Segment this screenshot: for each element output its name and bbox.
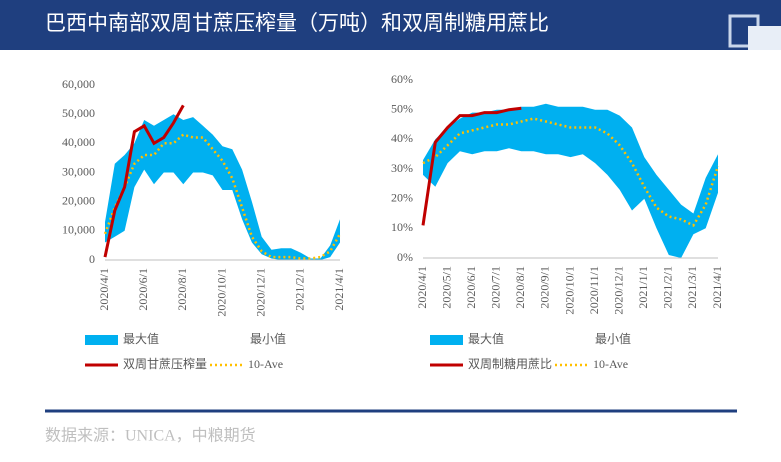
average-line: [422, 117, 720, 228]
x-tick-label: 2020/10/1: [562, 266, 576, 315]
header-bar: [0, 0, 781, 50]
source-note: 数据来源：UNICA，中粮期货: [45, 427, 256, 445]
x-tick-label: 2021/1/1: [636, 266, 650, 309]
y-tick-label: 40,000: [62, 135, 95, 149]
y-tick-label: 50%: [391, 101, 413, 115]
legend-label: 双周甘蔗压榨量: [123, 356, 207, 371]
y-tick-label: 10%: [391, 220, 413, 234]
legend-label: 10-Ave: [593, 357, 628, 371]
x-tick-label: 2020/11/1: [587, 266, 601, 314]
x-tick-label: 2020/8/1: [513, 266, 527, 309]
y-tick-label: 20%: [391, 190, 413, 204]
legend-label: 双周制糖用蔗比: [468, 356, 552, 371]
x-tick-label: 2020/12/1: [611, 266, 625, 315]
legend-label: 最小值: [250, 331, 286, 346]
x-tick-label: 2020/4/1: [415, 266, 429, 309]
y-tick-label: 10,000: [62, 223, 95, 237]
y-tick-label: 20,000: [62, 193, 95, 207]
x-tick-label: 2021/3/1: [685, 266, 699, 309]
y-tick-label: 0: [89, 252, 95, 266]
y-tick-label: 30,000: [62, 164, 95, 178]
data-line: [103, 104, 185, 258]
legend-label: 10-Ave: [248, 357, 283, 371]
legend-label: 最小值: [595, 331, 631, 346]
y-tick-label: 60,000: [62, 77, 95, 91]
y-tick-label: 40%: [391, 131, 413, 145]
legend-swatch: [557, 335, 590, 345]
legend-swatch: [85, 335, 118, 345]
x-tick-label: 2021/2/1: [661, 266, 675, 309]
y-tick-label: 30%: [391, 161, 413, 175]
x-tick-label: 2020/5/1: [439, 266, 453, 309]
legend-swatch: [430, 335, 463, 345]
y-tick-label: 60%: [391, 72, 413, 86]
x-tick-label: 2020/9/1: [538, 266, 552, 309]
page-title: 巴西中南部双周甘蔗压榨量（万吨）和双周制糖用蔗比: [45, 11, 549, 35]
data-line: [421, 106, 522, 226]
y-tick-label: 50,000: [62, 106, 95, 120]
x-tick-label: 2021/4/1: [332, 268, 346, 311]
x-tick-label: 2020/12/1: [253, 268, 267, 317]
legend-label: 最大值: [468, 331, 504, 346]
x-tick-label: 2020/6/1: [464, 266, 478, 309]
x-tick-label: 2020/7/1: [489, 266, 503, 309]
logo: [748, 26, 781, 50]
area-band: [105, 169, 340, 260]
x-tick-label: 2020/4/1: [97, 268, 111, 311]
x-tick-label: 2020/8/1: [175, 268, 189, 311]
legend-label: 最大值: [123, 331, 159, 346]
x-tick-label: 2021/2/1: [293, 268, 307, 311]
y-tick-label: 0%: [397, 250, 413, 264]
x-tick-label: 2021/4/1: [710, 266, 724, 309]
area-band: [423, 148, 718, 258]
x-tick-label: 2020/10/1: [214, 268, 228, 317]
x-tick-label: 2020/6/1: [136, 268, 150, 311]
legend-swatch: [212, 335, 245, 345]
